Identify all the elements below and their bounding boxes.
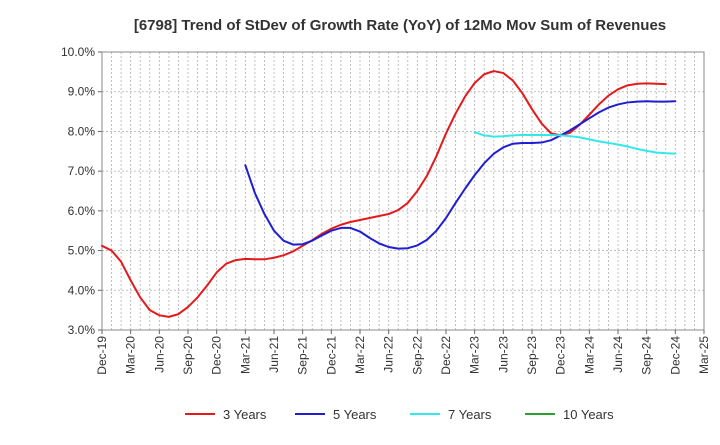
x-tick-label: Jun-21 [267,336,281,373]
y-tick-label: 9.0% [68,85,96,99]
x-tick-label: Mar-23 [468,336,482,374]
x-tick-label: Sep-20 [181,336,195,375]
legend-item-10-years: 10 Years [525,407,614,422]
legend-label: 5 Years [333,407,377,422]
y-tick-label: 8.0% [68,124,96,138]
x-tick-label: Dec-21 [324,336,338,375]
series-line-3-years [101,70,667,318]
grid-layer [102,52,704,330]
plot-border [101,51,705,331]
legend-label: 7 Years [448,407,492,422]
x-tick-label: Sep-22 [410,336,424,375]
y-tick-label: 4.0% [68,283,96,297]
x-tick-label: Jun-23 [496,336,510,373]
x-tick-label: Sep-21 [296,336,310,375]
y-tick-label: 3.0% [68,323,96,337]
series-line-5-years [244,100,677,250]
legend-item-7-years: 7 Years [410,407,492,422]
series-layer [101,70,677,318]
y-tick-label: 5.0% [68,244,96,258]
x-tick-label: Dec-24 [668,336,682,375]
x-tick-label: Mar-20 [124,336,138,374]
axis-layer: 10.0% 9.0% 8.0% 7.0% 6.0% 5.0% 4.0% 3.0%Dec-19 M… [61,45,711,375]
y-tick-label: 6.0% [68,204,96,218]
x-tick-label: Jun-24 [611,336,625,373]
x-tick-label: Mar-24 [582,336,596,374]
y-tick-label: 7.0% [68,164,96,178]
x-tick-label: Mar-25 [697,336,711,374]
legend-item-5-years: 5 Years [295,407,377,422]
x-tick-label: Dec-20 [210,336,224,375]
legend-item-3-years: 3 Years [185,407,267,422]
series-line-7-years [473,131,677,155]
chart-title: [6798] Trend of StDev of Growth Rate (Yo… [134,17,666,34]
legend: 3 Years 5 Years 7 Years 10 Years [185,407,614,422]
x-tick-label: Jun-22 [382,336,396,373]
legend-label: 3 Years [223,407,267,422]
x-tick-label: Dec-23 [554,336,568,375]
y-tick-label: 10.0% [61,45,95,59]
x-tick-label: Dec-19 [95,336,109,375]
x-tick-label: Mar-22 [353,336,367,374]
x-tick-label: Dec-22 [439,336,453,375]
x-tick-label: Mar-21 [238,336,252,374]
plot-area [102,52,704,330]
x-tick-label: Sep-23 [525,336,539,375]
x-tick-label: Sep-24 [640,336,654,375]
legend-label: 10 Years [563,407,614,422]
x-tick-label: Jun-20 [152,336,166,373]
